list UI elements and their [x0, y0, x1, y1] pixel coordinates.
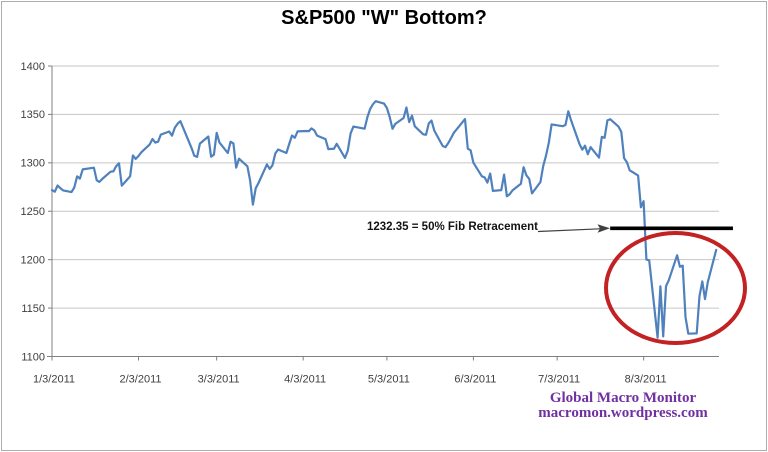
fib-retracement-annotation: 1232.35 = 50% Fib Retracement	[367, 221, 538, 233]
watermark-source-name: Global Macro Monitor	[549, 390, 697, 406]
x-axis-tick-label: 6/3/2011	[454, 374, 496, 386]
x-axis-tick-label: 7/3/2011	[538, 374, 580, 386]
watermark: Global Macro Monitor macromon.wordpress.…	[513, 391, 733, 420]
x-axis-tick-label: 8/3/2011	[625, 374, 667, 386]
x-axis-tick-label: 4/3/2011	[284, 374, 326, 386]
x-axis-tick-label: 2/3/2011	[120, 374, 162, 386]
y-axis-tick-label: 1250	[21, 206, 45, 218]
x-axis-tick-label: 5/3/2011	[368, 374, 410, 386]
w-bottom-highlight-ellipse	[604, 231, 747, 345]
annotation-arrow-head-icon	[597, 224, 610, 233]
chart-title: S&P500 "W" Bottom?	[281, 7, 487, 29]
x-axis-tick-label: 1/3/2011	[33, 374, 75, 386]
y-axis-tick-label: 1200	[21, 254, 45, 266]
y-axis-tick-label: 1400	[21, 61, 45, 73]
y-axis-tick-label: 1350	[21, 109, 45, 121]
annotation-arrow-line	[537, 228, 601, 233]
y-axis-tick-label: 1300	[21, 158, 45, 170]
x-axis-tick-label: 3/3/2011	[198, 374, 240, 386]
y-axis-tick-label: 1150	[21, 303, 45, 315]
y-axis-tick-label: 1100	[21, 351, 45, 363]
watermark-source-url: macromon.wordpress.com	[538, 404, 708, 421]
sp500-price-line	[50, 100, 718, 339]
